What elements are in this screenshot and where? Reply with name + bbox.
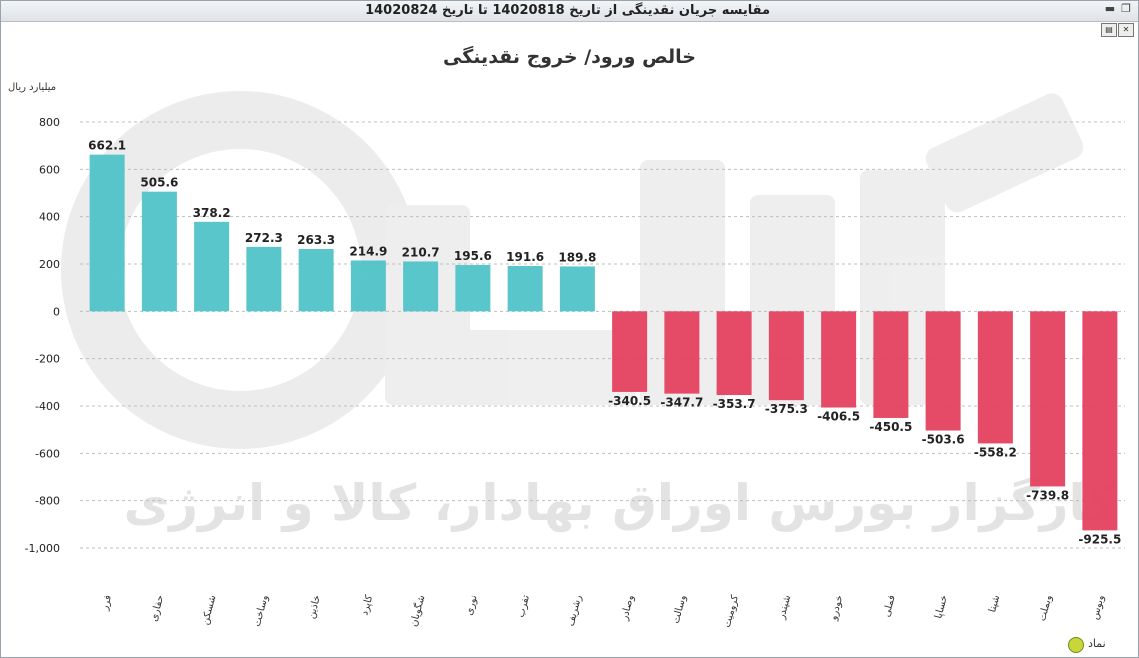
x-tick-label: کاپرد bbox=[359, 594, 375, 617]
x-tick-label: وساخت bbox=[252, 594, 271, 628]
x-tick-label: وبوس bbox=[1090, 594, 1107, 621]
bar bbox=[977, 311, 1013, 444]
data-label: -925.5 bbox=[1078, 532, 1121, 546]
x-tick-label: وصادر bbox=[619, 594, 637, 623]
data-label: 214.9 bbox=[349, 244, 387, 258]
x-tick-label: خودرو bbox=[828, 594, 845, 622]
app-logo-icon bbox=[1068, 637, 1084, 653]
data-label: 189.8 bbox=[558, 250, 596, 264]
x-tick-label: وبملت bbox=[1037, 594, 1055, 623]
data-label: -353.7 bbox=[713, 397, 756, 411]
bar bbox=[246, 246, 282, 312]
data-label: -347.7 bbox=[660, 396, 703, 410]
bar bbox=[141, 191, 177, 312]
bar bbox=[664, 311, 700, 394]
bar bbox=[455, 265, 491, 312]
data-label: -558.2 bbox=[974, 445, 1017, 459]
bar bbox=[925, 311, 961, 431]
data-label: -406.5 bbox=[817, 410, 860, 424]
watermark-text: کارگزار بورس اوراق بهادار، کالا و انرژی bbox=[124, 474, 1118, 533]
export-icon[interactable]: ✕ bbox=[1118, 23, 1134, 37]
x-tick-label: حفاری bbox=[149, 594, 167, 623]
grid-lines bbox=[80, 121, 1125, 549]
data-label: -340.5 bbox=[608, 394, 651, 408]
x-tick-label: نوری bbox=[464, 594, 480, 617]
x-axis-labels: فرر حفاری شسکن وساخت خاذین کاپرد شگویان نوری تفر… bbox=[99, 594, 1107, 629]
y-tick-label: 0 bbox=[53, 305, 60, 318]
bar bbox=[507, 265, 543, 312]
bar bbox=[298, 249, 334, 312]
data-label: -503.6 bbox=[922, 433, 965, 447]
data-label: 210.7 bbox=[402, 245, 440, 259]
title-bar: مقایسه جریان نقدینگی از تاریخ 14020818 ت… bbox=[1, 1, 1138, 22]
x-tick-label: شپنا bbox=[987, 594, 1002, 614]
data-label: -739.8 bbox=[1026, 488, 1069, 502]
restore-icon[interactable]: ❐ bbox=[1121, 2, 1131, 15]
x-tick-label: خاذین bbox=[306, 594, 323, 620]
y-axis-label: میلیارد ریال bbox=[8, 82, 57, 93]
y-tick-label: 200 bbox=[39, 258, 60, 271]
y-tick-label: -1,000 bbox=[25, 542, 60, 555]
bar bbox=[1030, 311, 1066, 487]
data-label: 505.6 bbox=[140, 176, 178, 190]
y-tick-label: 600 bbox=[39, 163, 60, 176]
data-label: 378.2 bbox=[193, 206, 231, 220]
data-label: 195.6 bbox=[454, 249, 492, 263]
x-tick-label: رشریف bbox=[565, 594, 584, 628]
print-icon[interactable]: ▤ bbox=[1101, 23, 1117, 37]
x-tick-label: وسالت bbox=[671, 594, 689, 625]
data-label: -375.3 bbox=[765, 402, 808, 416]
x-tick-label: کرومیت bbox=[722, 594, 741, 629]
y-tick-label: -400 bbox=[35, 400, 60, 413]
data-label: -450.5 bbox=[869, 420, 912, 434]
data-label: 191.6 bbox=[506, 250, 544, 264]
bar bbox=[403, 261, 439, 312]
bar bbox=[716, 311, 752, 396]
data-label: 272.3 bbox=[245, 231, 283, 245]
bar bbox=[821, 311, 857, 408]
bar bbox=[1082, 311, 1118, 531]
x-tick-label: تفرب bbox=[516, 594, 533, 619]
bar bbox=[559, 266, 595, 312]
y-tick-label: 800 bbox=[39, 116, 60, 129]
bar bbox=[873, 311, 909, 418]
y-tick-label: -800 bbox=[35, 495, 60, 508]
x-tick-label: شپندر bbox=[776, 594, 793, 621]
y-tick-label: -200 bbox=[35, 353, 60, 366]
data-label: 662.1 bbox=[88, 139, 126, 153]
chart-title: خالص ورود/ خروج نقدینگی bbox=[443, 46, 696, 68]
bar bbox=[350, 260, 386, 312]
data-labels: 662.1 505.6 378.2 272.3 263.3 214.9 210.7 195.6… bbox=[88, 139, 1121, 547]
y-axis-ticks: 800 600 400 200 0 -200 -400 -600 -800 -1,000 bbox=[25, 116, 60, 555]
x-tick-label: فملی bbox=[881, 594, 897, 619]
y-tick-label: 400 bbox=[39, 211, 60, 224]
x-tick-label: شسکن bbox=[200, 594, 219, 626]
bars bbox=[89, 154, 1118, 531]
x-axis-title: نماد bbox=[1088, 637, 1106, 650]
bar bbox=[89, 154, 125, 312]
data-label: 263.3 bbox=[297, 233, 335, 247]
bar bbox=[768, 311, 804, 401]
minimize-icon[interactable]: ▬ bbox=[1104, 2, 1116, 15]
x-tick-label: شگویان bbox=[408, 594, 428, 628]
x-tick-label: فرر bbox=[99, 594, 114, 613]
y-tick-label: -600 bbox=[35, 447, 60, 460]
bar bbox=[194, 221, 230, 312]
window-title: مقایسه جریان نقدینگی از تاریخ 14020818 ت… bbox=[365, 3, 770, 18]
bar bbox=[612, 311, 648, 392]
x-tick-label: خساپا bbox=[933, 594, 950, 620]
